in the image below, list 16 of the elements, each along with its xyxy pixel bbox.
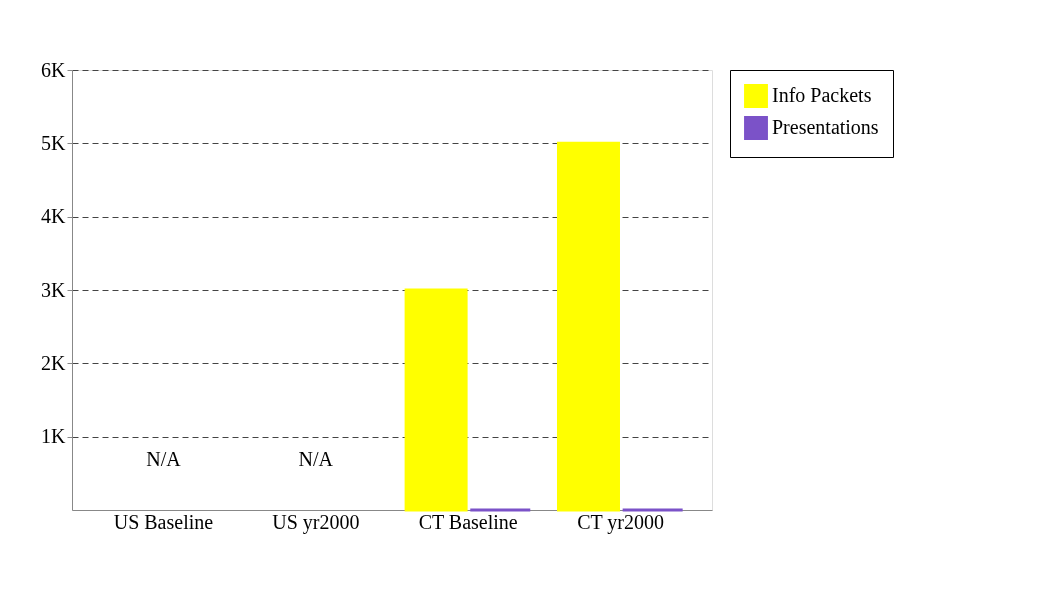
y-tick-label: 4K — [41, 205, 67, 228]
x-tick-label: CT yr2000 — [577, 510, 664, 534]
y-tick-label: 5K — [41, 131, 67, 154]
y-tick-label: 6K — [41, 58, 67, 81]
x-tick-label: US yr2000 — [272, 510, 360, 534]
bar — [556, 141, 620, 512]
annotation: N/A — [298, 448, 334, 470]
y-tick-label: 2K — [41, 351, 67, 374]
bar — [404, 288, 468, 512]
legend-label: Info Packets — [772, 84, 872, 106]
y-tick-label: 1K — [41, 425, 67, 448]
annotation: N/A — [146, 448, 182, 470]
x-tick-label: US Baseline — [113, 510, 214, 533]
y-tick-label: 3K — [41, 278, 67, 301]
x-tick-label: CT Baseline — [418, 510, 518, 533]
legend-label: Presentations — [772, 116, 879, 138]
